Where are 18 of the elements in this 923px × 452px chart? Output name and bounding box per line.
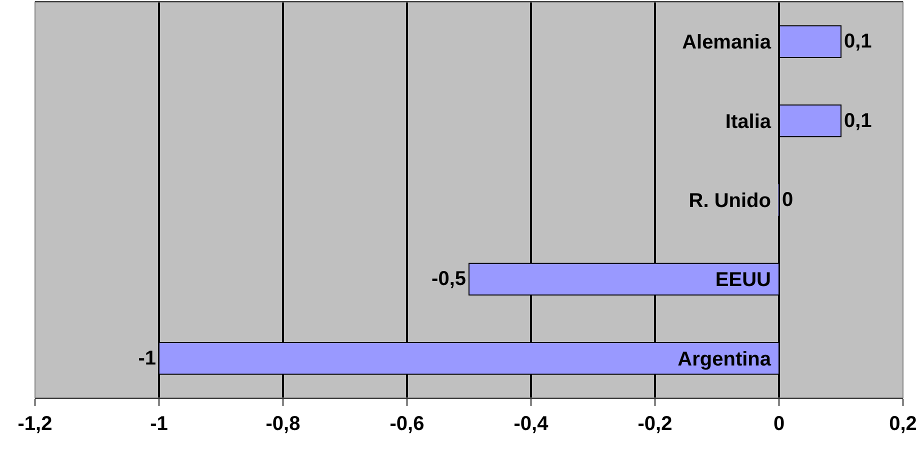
x-tick-label: -0,2 [638,413,672,435]
y-tick-label: R. Unido [688,190,771,212]
y-tick-label: EEUU [715,269,771,292]
data-label: -0,5 [432,268,466,290]
x-tick-label: 0 [773,413,785,435]
data-label: 0 [782,189,794,211]
y-tick-label: Italia [725,110,772,133]
x-tick-label: -0,4 [514,413,550,435]
y-tick-label: Alemania [682,32,772,54]
data-label: 0,1 [844,110,872,132]
data-label: 0,1 [844,30,872,53]
x-tick-label: -0,8 [266,413,300,435]
y-tick-label: Argentina [678,348,772,370]
data-label: -1 [138,347,156,370]
x-tick-label: -1,2 [18,413,52,435]
x-tick-label: -1 [150,413,168,435]
x-tick-label: -0,6 [390,413,424,435]
x-tick-label: 0,2 [889,413,917,435]
